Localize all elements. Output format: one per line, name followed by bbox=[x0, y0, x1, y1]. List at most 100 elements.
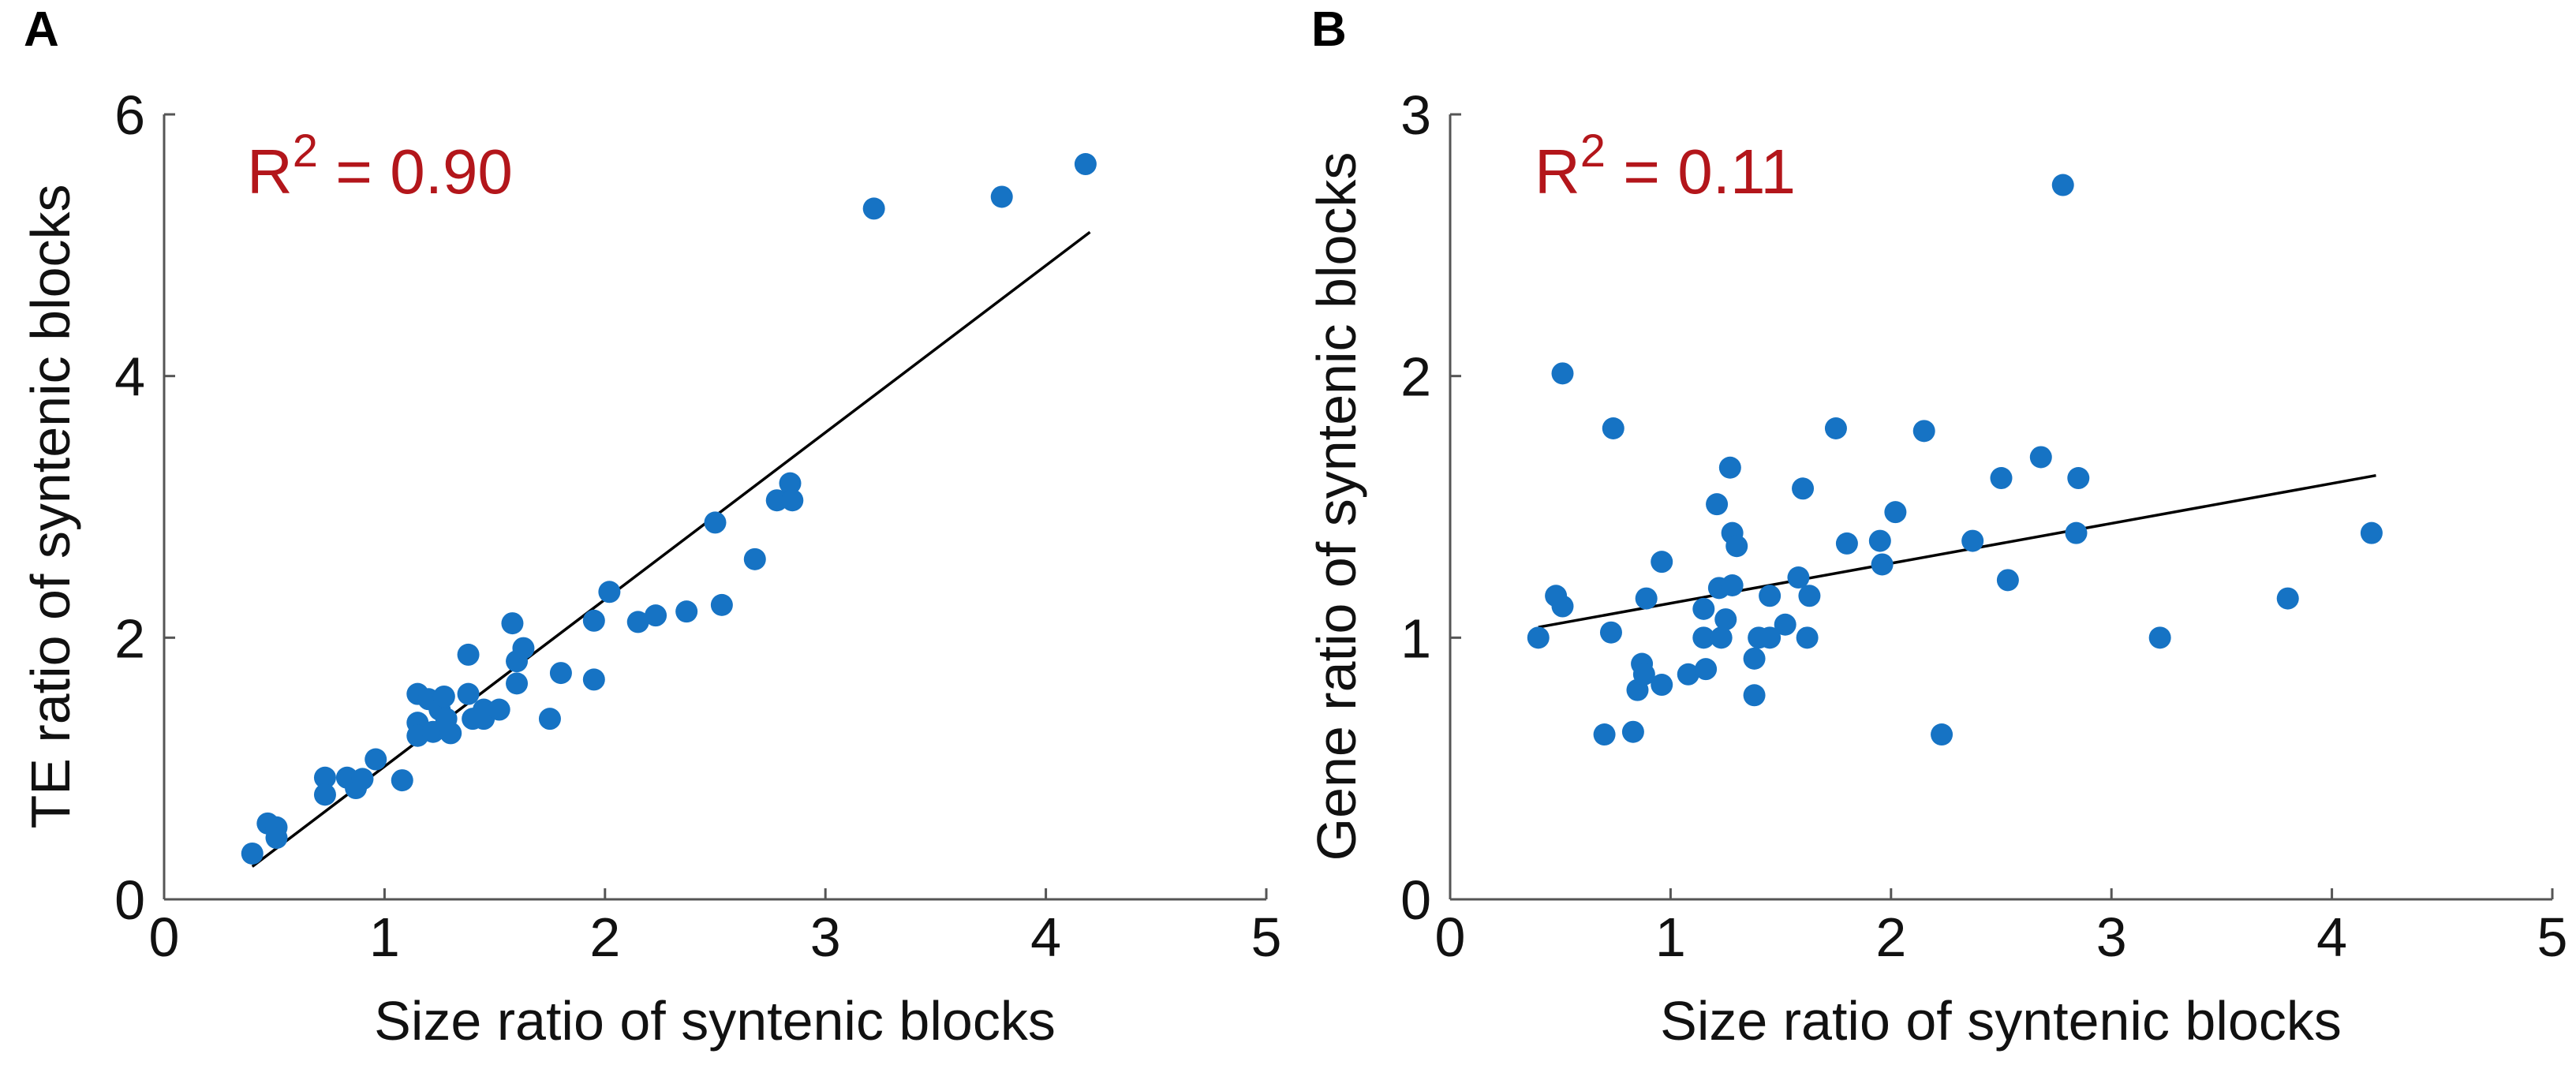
data-point bbox=[313, 766, 336, 789]
r2-value: = 0.90 bbox=[318, 136, 513, 207]
y-tick-label: 1 bbox=[1400, 607, 1431, 669]
data-point bbox=[1651, 674, 1673, 697]
data-point bbox=[1551, 362, 1574, 385]
data-point bbox=[710, 593, 733, 616]
data-point bbox=[781, 489, 804, 512]
data-point bbox=[2029, 446, 2052, 469]
x-tick-label: 5 bbox=[1251, 906, 1282, 968]
data-point bbox=[626, 611, 649, 633]
x-axis-label: Size ratio of syntenic blocks bbox=[1660, 990, 2342, 1052]
r2-superscript: 2 bbox=[293, 125, 318, 177]
data-point bbox=[512, 637, 535, 660]
y-axis-label: TE ratio of syntenic blocks bbox=[20, 185, 81, 829]
x-tick-label: 1 bbox=[369, 906, 400, 968]
data-point bbox=[1868, 529, 1891, 552]
data-point bbox=[1743, 647, 1766, 670]
x-tick-label: 2 bbox=[589, 906, 620, 968]
data-point bbox=[2360, 521, 2383, 544]
x-tick-label: 2 bbox=[1875, 906, 1906, 968]
data-point bbox=[862, 197, 885, 220]
data-point bbox=[2276, 587, 2299, 610]
data-point bbox=[743, 547, 766, 570]
data-point bbox=[1551, 595, 1574, 618]
data-point bbox=[538, 708, 561, 731]
data-point bbox=[2067, 467, 2090, 490]
data-point bbox=[1714, 608, 1737, 631]
x-tick-label: 0 bbox=[149, 906, 180, 968]
x-tick-label: 3 bbox=[810, 906, 841, 968]
x-tick-label: 0 bbox=[1435, 906, 1466, 968]
r-squared-annotation: R2 = 0.90 bbox=[247, 125, 513, 207]
data-point bbox=[765, 489, 788, 512]
regression-line bbox=[1538, 473, 2376, 629]
data-point bbox=[1931, 723, 1953, 746]
r2-prefix: R bbox=[1535, 136, 1580, 207]
y-tick-label: 3 bbox=[1400, 84, 1431, 146]
data-point bbox=[1721, 574, 1744, 596]
data-point bbox=[1692, 626, 1715, 649]
data-point bbox=[1792, 477, 1815, 500]
data-point bbox=[1692, 597, 1715, 620]
data-point bbox=[1884, 501, 1907, 524]
data-point bbox=[351, 768, 374, 790]
x-tick-label: 4 bbox=[1030, 906, 1061, 968]
data-point bbox=[1871, 553, 1894, 576]
y-tick-label: 2 bbox=[1400, 346, 1431, 408]
panel-label-a: A bbox=[24, 2, 59, 57]
r2-prefix: R bbox=[247, 136, 293, 207]
r2-superscript: 2 bbox=[1580, 125, 1606, 177]
data-point bbox=[1718, 456, 1741, 479]
data-point bbox=[1798, 585, 1821, 607]
y-tick-label: 2 bbox=[114, 607, 145, 669]
data-point bbox=[1743, 684, 1766, 707]
data-point bbox=[432, 685, 455, 708]
data-point bbox=[1527, 626, 1550, 649]
data-point bbox=[488, 698, 510, 721]
data-point bbox=[549, 662, 572, 685]
x-tick-label: 1 bbox=[1655, 906, 1686, 968]
y-tick-label: 0 bbox=[114, 869, 145, 931]
data-point bbox=[365, 748, 387, 771]
data-point bbox=[1651, 551, 1673, 574]
data-point bbox=[1787, 566, 1810, 589]
panel-b: B 0 1 2 3 4 5 0 1 2 3 Size ratio of syntenic bloc… bbox=[1306, 2, 2567, 1052]
data-point bbox=[704, 511, 727, 534]
y-tick-label: 6 bbox=[114, 84, 145, 146]
data-point bbox=[1996, 569, 2019, 592]
data-point bbox=[1593, 723, 1616, 746]
data-point bbox=[1602, 417, 1624, 439]
data-point bbox=[2148, 626, 2171, 649]
data-point bbox=[1706, 493, 1729, 516]
data-point bbox=[1990, 467, 2013, 490]
r2-value: = 0.11 bbox=[1606, 136, 1796, 207]
data-point bbox=[1759, 585, 1782, 607]
data-point bbox=[1961, 529, 1984, 552]
data-point bbox=[1677, 663, 1699, 686]
x-tick-label: 5 bbox=[2537, 906, 2568, 968]
data-point bbox=[2051, 174, 2074, 196]
data-point bbox=[1759, 626, 1782, 649]
data-point bbox=[2065, 521, 2088, 544]
data-point bbox=[1074, 153, 1097, 176]
data-point bbox=[265, 827, 288, 850]
x-axis-label: Size ratio of syntenic blocks bbox=[374, 990, 1056, 1052]
data-point bbox=[1635, 587, 1658, 610]
x-tick-label: 4 bbox=[2316, 906, 2347, 968]
data-point bbox=[1796, 626, 1819, 649]
data-point bbox=[1599, 621, 1622, 644]
data-point bbox=[1912, 420, 1935, 443]
data-point bbox=[313, 783, 336, 806]
panel-label-b: B bbox=[1311, 2, 1347, 57]
data-point bbox=[1710, 626, 1733, 649]
data-point bbox=[582, 668, 605, 691]
y-tick-label: 0 bbox=[1400, 869, 1431, 931]
data-point bbox=[1725, 535, 1748, 558]
data-point bbox=[675, 600, 698, 623]
data-point bbox=[506, 672, 529, 695]
regression-line bbox=[251, 230, 1091, 868]
data-point bbox=[457, 682, 480, 705]
data-point bbox=[598, 581, 621, 604]
data-point bbox=[1774, 613, 1796, 636]
data-point bbox=[1835, 532, 1858, 555]
